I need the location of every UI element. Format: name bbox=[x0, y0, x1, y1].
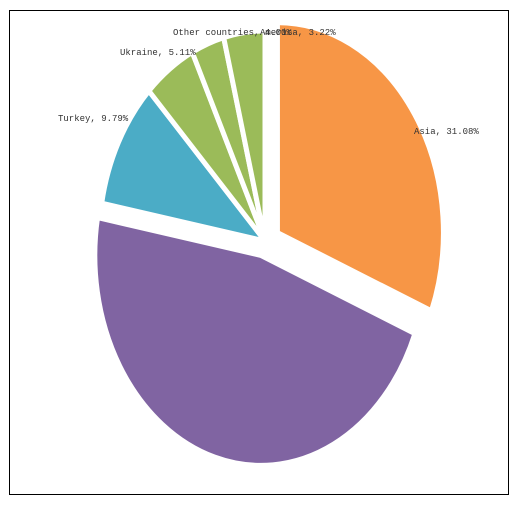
slice-label: Ukraine, 5.11% bbox=[120, 48, 196, 58]
chart-frame: Asia, 31.08% Turkey, 9.79% Ukraine, 5.11% A… bbox=[9, 10, 509, 495]
pie-slice bbox=[92, 215, 418, 468]
pie-slice bbox=[274, 20, 446, 314]
slice-label: Turkey, 9.79% bbox=[58, 114, 129, 124]
pie-chart: Asia, 31.08% Turkey, 9.79% Ukraine, 5.11% A… bbox=[58, 20, 479, 468]
pie-slice bbox=[221, 28, 268, 244]
slice-label: America, 3.22% bbox=[260, 28, 336, 38]
slice-label: Asia, 31.08% bbox=[414, 127, 479, 137]
pie-slice bbox=[99, 88, 268, 244]
slice-label: Other countries, 4.00% bbox=[173, 28, 292, 38]
